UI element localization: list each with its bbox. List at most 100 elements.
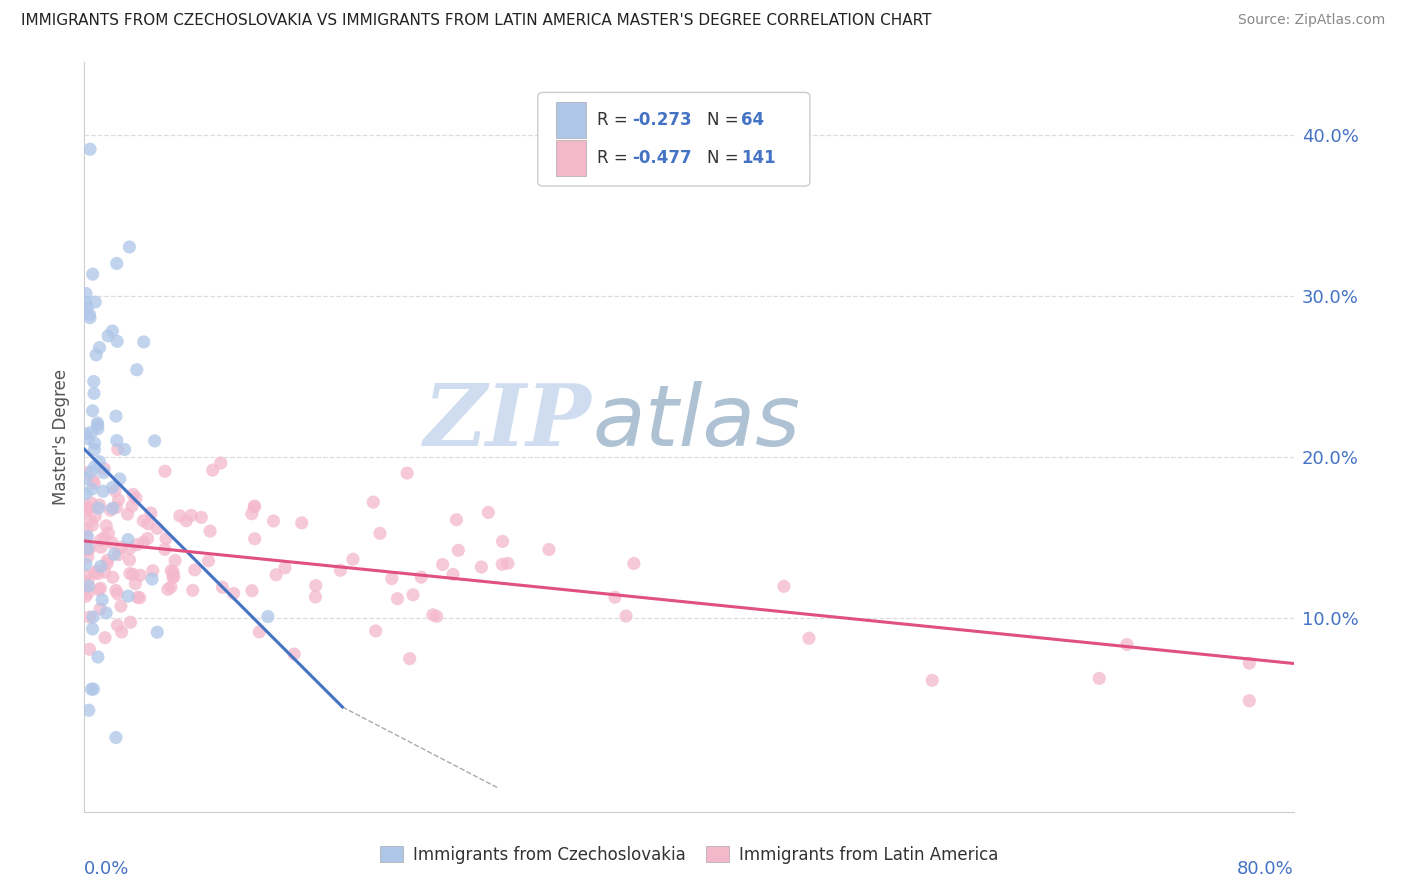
Point [89,533,111,548]
Point [114,442,136,457]
Point [82,474,104,488]
Point [83,459,105,474]
Point [117,507,139,521]
Point [86,417,108,432]
Point [118,541,141,556]
Point [82,267,104,281]
Point [257,609,280,624]
Point [247,624,270,639]
Point [93,466,115,480]
Point [441,567,464,582]
Point [89,581,111,595]
Point [105,434,128,448]
Point [121,567,143,582]
Point [91,593,114,607]
Point [153,542,176,557]
Point [93,461,115,475]
Point [101,570,124,584]
Point [447,543,470,558]
Text: Source: ZipAtlas.com: Source: ZipAtlas.com [1237,13,1385,28]
Point [364,624,387,638]
Point [93,531,115,545]
Point [96,557,118,571]
Point [363,495,385,509]
Point [139,506,162,520]
Point [75,504,97,518]
FancyBboxPatch shape [538,93,810,186]
Point [398,651,420,665]
Point [446,513,468,527]
Point [87,582,110,597]
Point [89,455,111,469]
Text: IMMIGRANTS FROM CZECHOSLOVAKIA VS IMMIGRANTS FROM LATIN AMERICA MASTER'S DEGREE : IMMIGRANTS FROM CZECHOSLOVAKIA VS IMMIGR… [21,13,932,29]
Point [180,508,202,523]
Point [111,625,134,640]
Point [110,599,132,613]
Point [101,501,124,516]
Point [921,673,943,688]
Point [97,329,120,343]
Point [76,529,98,543]
Point [381,572,404,586]
Point [118,566,141,581]
FancyBboxPatch shape [555,103,586,138]
Point [83,566,105,580]
Text: R =: R = [598,149,633,167]
Text: R =: R = [598,112,633,129]
Point [127,591,149,605]
Point [75,426,97,441]
Point [101,324,124,338]
Point [368,526,391,541]
Point [84,295,107,310]
Point [79,308,101,322]
Point [104,409,127,423]
Point [89,602,111,616]
Point [77,586,100,600]
Point [90,559,112,574]
Point [125,491,148,505]
Point [87,566,110,581]
Point [104,483,127,498]
Point [101,480,124,494]
Point [342,552,364,566]
Point [80,496,103,510]
Point [1116,638,1139,652]
Point [100,503,122,517]
Point [75,472,97,486]
Point [87,422,110,436]
Point [80,425,103,440]
Point [105,334,128,349]
Point [75,530,97,544]
Text: N =: N = [707,149,744,167]
Point [142,564,165,578]
Point [93,565,115,579]
Point [77,500,100,514]
Point [120,615,142,630]
Point [1088,672,1111,686]
Point [156,582,179,597]
Point [209,456,232,470]
Legend: Immigrants from Czechoslovakia, Immigrants from Latin America: Immigrants from Czechoslovakia, Immigran… [373,839,1005,871]
Point [426,609,449,624]
Point [174,514,197,528]
Point [222,586,245,600]
Point [129,568,152,582]
Point [184,563,207,577]
Point [89,498,111,512]
Point [86,416,108,430]
Point [240,583,263,598]
Text: 141: 141 [741,149,776,167]
Point [1239,694,1261,708]
Point [243,532,266,546]
Point [163,569,186,583]
Point [77,574,100,589]
Point [104,731,127,745]
Point [264,567,287,582]
Point [160,564,183,578]
Point [387,591,409,606]
Point [84,348,107,362]
Point [79,541,101,556]
Point [105,587,128,601]
Point [190,510,212,524]
Point [84,509,107,524]
